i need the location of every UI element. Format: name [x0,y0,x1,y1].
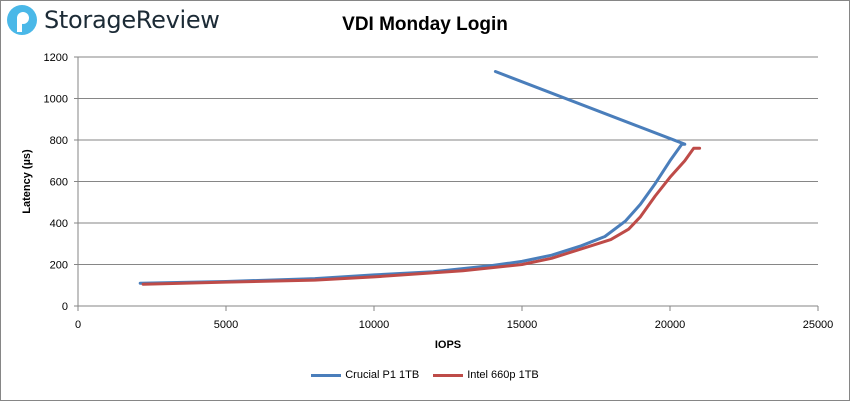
x-tick-label: 0 [75,319,81,331]
legend-item: Intel 660p 1TB [433,369,539,381]
x-tick-label: 5000 [214,319,238,331]
storagereview-logo-icon [7,5,37,35]
legend: Crucial P1 1TB Intel 660p 1TB [0,369,850,381]
legend-label: Crucial P1 1TB [345,369,420,381]
series-line-2 [141,146,702,286]
y-tick-label: 600 [50,177,68,189]
x-tick-label: 20000 [655,319,686,331]
legend-swatch [433,373,464,377]
series-line-1 [138,70,687,285]
x-tick-label: 25000 [803,319,834,331]
y-tick-label: 0 [62,301,68,313]
legend-swatch [311,373,342,377]
legend-label: Intel 660p 1TB [467,369,539,381]
chart-title: VDI Monday Login [342,14,508,35]
legend-item: Crucial P1 1TB [311,369,419,381]
y-tick-label: 1200 [44,52,68,64]
x-tick-label: 10000 [359,319,390,331]
y-tick-label: 800 [50,135,68,147]
y-tick-label: 400 [50,218,68,230]
x-tick-label: 15000 [507,319,538,331]
brand-name: StorageReview [44,6,220,34]
y-tick-label: 1000 [44,94,68,106]
x-axis-label: IOPS [435,339,461,351]
y-tick-label: 200 [50,260,68,272]
brand-logo: StorageReview [6,4,220,36]
y-axis-label: Latency (µs) [21,149,33,214]
